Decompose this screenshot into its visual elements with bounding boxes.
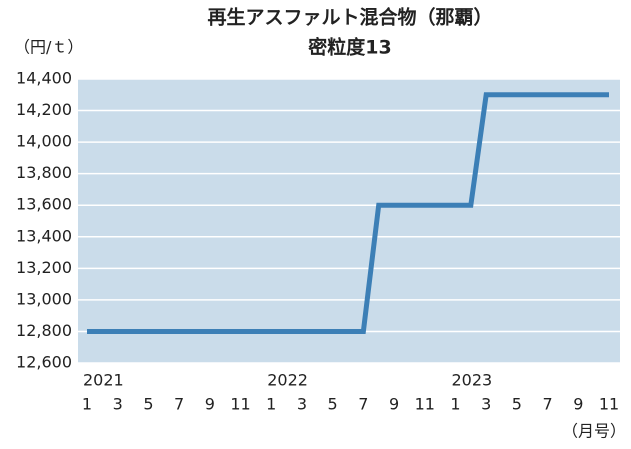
x-tick-label: 5 <box>143 395 153 414</box>
year-label: 2022 <box>267 371 308 390</box>
y-tick-label: 14,400 <box>16 69 72 88</box>
y-tick-label: 13,600 <box>16 195 72 214</box>
year-label: 2023 <box>451 371 492 390</box>
x-tick-label: 5 <box>328 395 338 414</box>
y-tick-label: 13,200 <box>16 258 72 277</box>
y-tick-label: 13,400 <box>16 226 72 245</box>
plot-background <box>78 79 620 363</box>
x-tick-label: 1 <box>450 395 460 414</box>
x-tick-label: 11 <box>230 395 250 414</box>
data-line <box>87 92 609 334</box>
year-label: 2021 <box>83 371 124 390</box>
x-tick-label: 3 <box>113 395 123 414</box>
y-tick-label: 14,200 <box>16 100 72 119</box>
x-tick-label: 9 <box>573 395 583 414</box>
y-tick-label: 12,600 <box>16 353 72 372</box>
x-tick-label: 11 <box>415 395 435 414</box>
y-tick-label: 13,000 <box>16 289 72 308</box>
x-tick-label: 11 <box>599 395 619 414</box>
y-tick-label: 12,800 <box>16 321 72 340</box>
x-tick-label: 9 <box>205 395 215 414</box>
y-tick-label: 14,000 <box>16 132 72 151</box>
y-tick-label: 13,800 <box>16 163 72 182</box>
x-tick-label: 1 <box>82 395 92 414</box>
x-tick-label: 7 <box>542 395 552 414</box>
x-tick-label: 3 <box>481 395 491 414</box>
x-tick-label: 5 <box>512 395 522 414</box>
y-unit: （円/ｔ） <box>14 38 83 57</box>
x-tick-label: 1 <box>266 395 276 414</box>
x-tick-label: 7 <box>174 395 184 414</box>
x-tick-label: 3 <box>297 395 307 414</box>
chart-title: 再生アスファルト混合物（那覇） <box>207 6 492 29</box>
x-tick-label: 9 <box>389 395 399 414</box>
x-unit: （月号） <box>562 422 626 441</box>
chart-subtitle: 密粒度13 <box>308 36 391 59</box>
x-tick-label: 7 <box>358 395 368 414</box>
